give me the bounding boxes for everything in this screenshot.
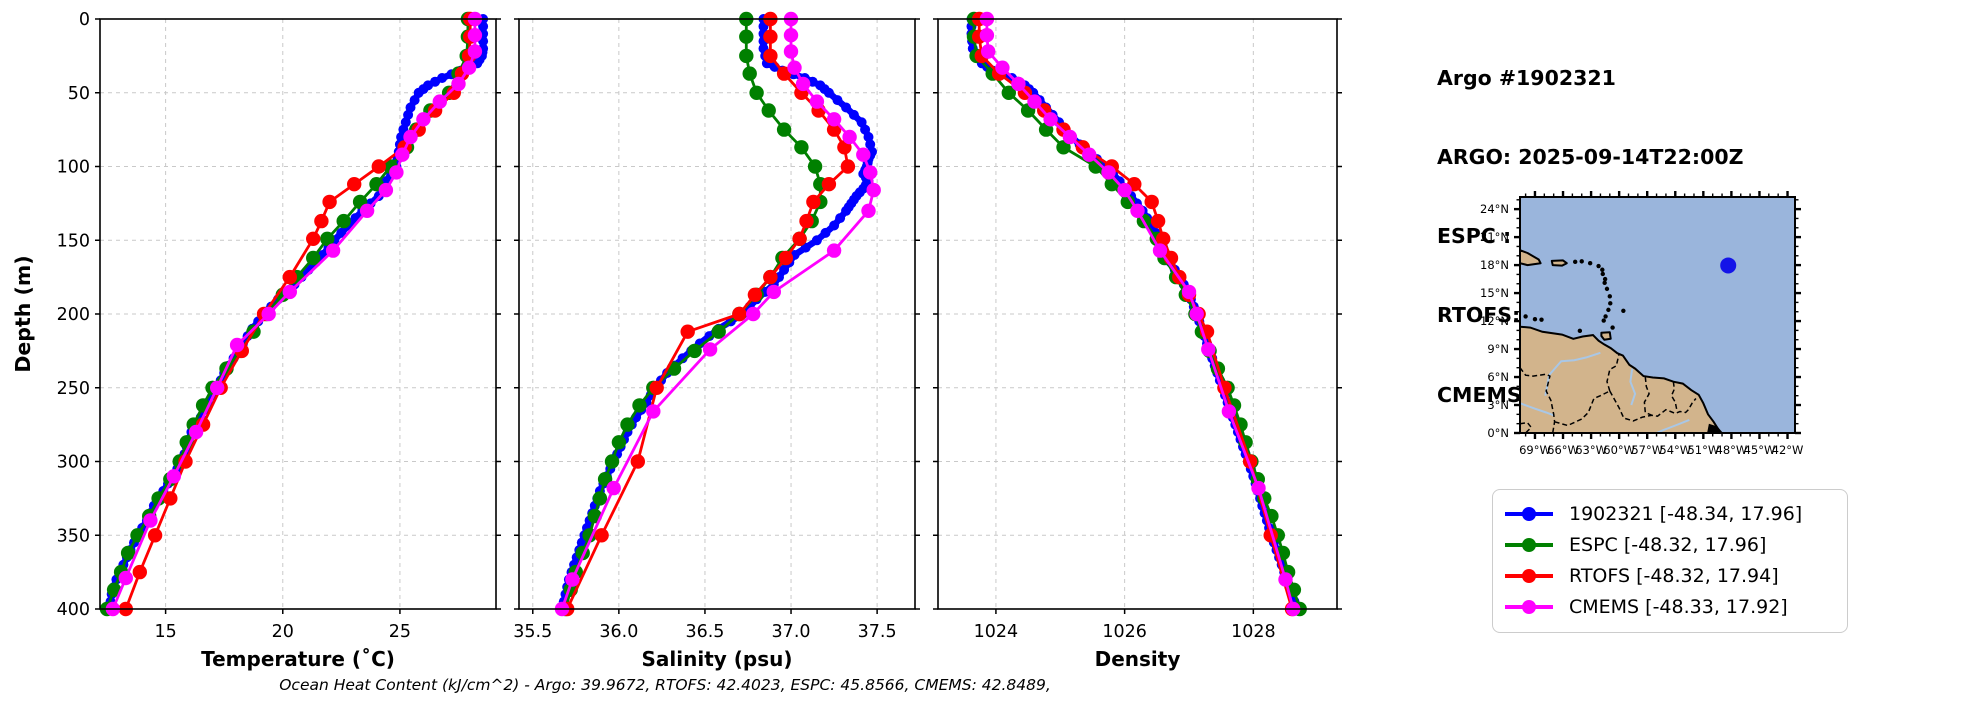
map-lat-label: 3°N [1487,398,1509,412]
map-lon-label: 66°W [1547,443,1579,457]
xtick-label: 36.0 [599,622,638,642]
series-1902321-markers [557,14,877,614]
map-lat-label: 24°N [1480,202,1509,216]
xtick-label: 1028 [1231,622,1276,642]
map-lat-label: 21°N [1480,230,1509,244]
map-lat-label: 0°N [1487,426,1509,440]
map-lat-label: 6°N [1487,370,1509,384]
ytick-label: 400 [57,600,90,620]
series-RTOFS-line [565,17,850,611]
ocean-heat-content-note: Ocean Heat Content (kJ/cm^2) - Argo: 39.… [279,676,1051,694]
series-ESPC-markers [558,11,828,617]
ytick-label: 150 [57,231,90,251]
legend-item-1: ESPC [-48.32, 17.96] [1505,529,1835,560]
panel-salinity: 35.5 36.0 36.5 37.0 37.5 Salinity (psu) [513,11,920,671]
legend-line-marker-sample [1505,560,1553,591]
map-frame [1519,196,1796,434]
map-lon-label: 45°W [1744,443,1776,457]
profile-plots: Depth (m) 0 50 100 150 200 250 300 350 400 15 20 25 T… [11,10,1342,671]
axis-title-temperature: Temperature (˚C) [201,647,395,671]
series-RTOFS-markers [560,11,856,617]
xtick-label: 35.5 [513,622,552,642]
legend-item-3: CMEMS [-48.33, 17.92] [1505,591,1835,622]
map-small-islands [1523,259,1626,334]
panel-density: 1024 1026 1028 Density [933,11,1342,671]
xtick-label: 1024 [974,622,1019,642]
xtick-label: 25 [389,622,411,642]
title-float-id: Argo #1902321 [1437,65,1616,90]
axis-title-density: Density [1095,647,1181,671]
map-lon-label: 57°W [1631,443,1663,457]
xtick-label: 20 [272,622,294,642]
legend-item-0: 1902321 [-48.34, 17.96] [1505,498,1835,529]
legend-label: CMEMS [-48.33, 17.92] [1569,595,1788,618]
depth-axis-label: Depth (m) [11,255,35,372]
map-lon-label: 63°W [1575,443,1607,457]
ytick-label: 300 [57,453,90,473]
xtick-label: 36.5 [685,622,724,642]
ytick-label: 0 [79,10,90,30]
legend-item-2: RTOFS [-48.32, 17.94] [1505,560,1835,591]
map-lat-label: 18°N [1480,258,1509,272]
map-islands [1520,249,1612,341]
map-lon-label: 54°W [1659,443,1691,457]
legend-label: 1902321 [-48.34, 17.96] [1569,502,1803,525]
title-argo-time: ARGO: 2025-09-14T22:00Z [1437,145,1744,170]
xtick-label: 37.0 [772,622,811,642]
grid-salinity [519,18,915,610]
map-ticks [1514,191,1801,439]
series-CMEMS-line [111,17,477,611]
location-map: 0°N 3°N 6°N 9°N 12°N 15°N 18°N 21°N 24°N 69°W66°W… [1480,191,1804,457]
series-RTOFS-line [124,17,472,611]
legend-line-marker-sample [1505,529,1553,560]
legend-line-marker-sample [1505,498,1553,529]
series-CMEMS-markers [554,11,881,617]
map-lon-label: 60°W [1603,443,1635,457]
xtick-label: 1026 [1102,622,1147,642]
legend-line-marker-sample [1505,591,1553,622]
xtick-label: 15 [154,622,176,642]
map-lat-label: 12°N [1480,314,1509,328]
series-CMEMS-markers [105,11,483,617]
ytick-label: 200 [57,305,90,325]
legend-label: RTOFS [-48.32, 17.94] [1569,564,1779,587]
ytick-label: 250 [57,379,90,399]
map-lon-label: 69°W [1519,443,1551,457]
map-lat-label: 9°N [1487,342,1509,356]
legend-label: ESPC [-48.32, 17.96] [1569,533,1767,556]
map-coastline [1520,325,1722,433]
panel-temperature: 0 50 100 150 200 250 300 350 400 15 20 25 Temperatur… [57,10,501,671]
series-ESPC-line [564,17,822,611]
map-lon-label: 51°W [1687,443,1719,457]
float-position-marker [1720,257,1737,274]
legend: 1902321 [-48.34, 17.96] ESPC [-48.32, 17.… [1492,489,1848,633]
map-amazon-delta [1707,423,1723,433]
map-lon-label: 42°W [1772,443,1804,457]
ytick-label: 100 [57,158,90,178]
ytick-label: 50 [68,84,90,104]
map-land-south-america [1520,326,1722,433]
ytick-label: 350 [57,526,90,546]
map-lon-label: 48°W [1716,443,1748,457]
xtick-label: 37.5 [858,622,897,642]
grid-density [938,18,1337,610]
map-country-borders [1520,353,1697,433]
map-lat-label: 15°N [1480,286,1509,300]
axis-title-salinity: Salinity (psu) [641,647,792,671]
